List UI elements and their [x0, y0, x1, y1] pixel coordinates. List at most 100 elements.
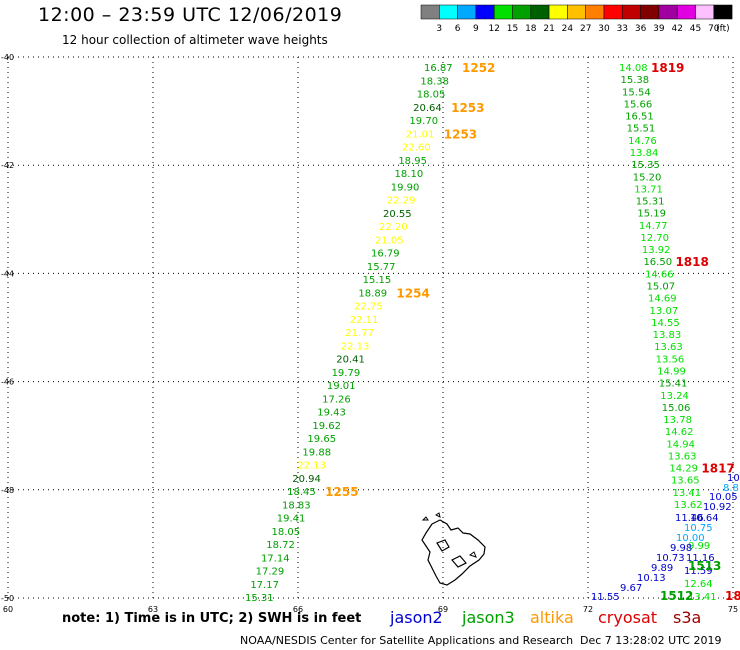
swh-label: 16.50: [643, 257, 672, 268]
swh-label: 16.79: [371, 249, 400, 260]
legend-label: 42: [671, 24, 682, 34]
swh-label: 17.17: [250, 580, 279, 591]
lon-tick-label: 72: [583, 605, 593, 614]
swh-label: 13.92: [642, 245, 671, 256]
time-label: 1512: [660, 589, 693, 603]
swh-label: 15.20: [633, 172, 662, 183]
swh-label: 12.64: [684, 579, 713, 590]
axis-ticks: 60 63 66 69 72 75 -40 -42 -44 -46 -48 -50: [1, 53, 738, 614]
swh-label: 10.73: [656, 553, 685, 564]
swh-label: 20.41: [336, 355, 365, 366]
footer-timestamp: Dec 7 13:28:02 UTC 2019: [580, 634, 722, 647]
legend-label: 12: [488, 24, 499, 34]
swh-label: 9.67: [620, 583, 642, 594]
swh-label: 15.07: [647, 282, 676, 293]
mission-altika: altika: [530, 608, 574, 627]
legend-label: 39: [653, 24, 665, 34]
swh-label: 14.69: [648, 294, 677, 305]
map-title: 12:00 – 23:59 UTC 12/06/2019: [38, 4, 343, 26]
swh-label: 13.83: [653, 330, 682, 341]
kerguelen-island-coastline: [421, 512, 486, 586]
swh-label: 14.94: [666, 439, 695, 450]
lon-tick-label: 69: [438, 605, 448, 614]
legend-label: 30: [598, 24, 610, 34]
track-left: 16.87 18.38 18.05 20.64 19.70 21.01 22.60 18.95…: [245, 61, 495, 604]
swh-label: 19.65: [307, 434, 336, 445]
swh-label: 13.62: [674, 500, 703, 511]
time-label: 1513: [688, 559, 721, 573]
swh-label: 15.41: [659, 379, 688, 390]
legend-swatch: [695, 4, 715, 20]
swh-label: 11.59: [684, 566, 713, 577]
swh-label: 18.38: [420, 76, 449, 87]
map-grid: [7, 56, 734, 599]
swh-label: 15.19: [637, 209, 666, 220]
time-label: 1817: [701, 462, 734, 476]
legend-label: 24: [562, 24, 574, 34]
lat-tick-label: -42: [1, 161, 14, 170]
swh-label: 19.41: [277, 514, 306, 525]
legend-swatch: [493, 4, 513, 20]
swh-label: 15.51: [627, 124, 656, 135]
legend-swatch: [640, 4, 660, 20]
swh-label: 13.41: [672, 488, 701, 499]
color-legend: 3 6 9 12 15 18 21 24 27 30 33 36 39 42 45 70(ft): [420, 4, 733, 34]
swh-label: 13.63: [668, 451, 697, 462]
swh-label: 15.54: [622, 87, 651, 98]
swh-label: 9.89: [651, 563, 673, 574]
time-label: 1254: [396, 286, 429, 300]
lon-tick-label: 60: [3, 605, 13, 614]
swh-label: 18.72: [266, 540, 295, 551]
swh-label: 14.77: [639, 221, 668, 232]
legend-swatch: [475, 4, 495, 20]
legend-label: 33: [617, 24, 628, 34]
swh-label: 15.77: [367, 262, 396, 273]
swh-label: 15.38: [621, 75, 650, 86]
swh-label: 22.13: [297, 461, 326, 472]
swh-label: 9.99: [688, 541, 710, 552]
swh-label: 13.63: [654, 342, 683, 353]
swh-label: 15.31: [636, 197, 665, 208]
legend-swatch: [713, 4, 733, 20]
swh-label: 18.45: [287, 487, 316, 498]
swh-label: 18.89: [358, 288, 387, 299]
swh-label: 19.62: [312, 421, 341, 432]
time-label: 1252: [462, 61, 495, 75]
legend-unit: (ft): [716, 24, 730, 34]
time-label: 1819: [651, 61, 684, 75]
lat-tick-label: -50: [1, 594, 14, 603]
swh-label: 21.01: [406, 129, 435, 140]
swh-label: 18.05: [272, 527, 301, 538]
swh-label: 13.71: [634, 184, 663, 195]
swh-label: 22.11: [350, 315, 379, 326]
swh-label: 19.90: [391, 182, 420, 193]
legend-swatch: [420, 4, 440, 20]
legend-label: 45: [690, 24, 701, 34]
swh-label: 14.29: [669, 464, 698, 475]
swh-label: 8.8: [723, 483, 739, 494]
lon-tick-label: 75: [728, 605, 738, 614]
swh-label: 22.20: [379, 222, 408, 233]
legend-label: 6: [455, 24, 461, 34]
legend-swatch: [457, 4, 477, 20]
swh-label: 17.14: [261, 553, 290, 564]
swh-label: 10.05: [709, 492, 738, 503]
legend-label: 3: [436, 24, 442, 34]
swh-label: 21.05: [375, 235, 404, 246]
swh-label: 13.78: [663, 415, 692, 426]
legend-label: 9: [473, 24, 479, 34]
lat-tick-label: -46: [1, 378, 14, 387]
legend-swatch: [676, 4, 696, 20]
legend-label: 21: [543, 24, 554, 34]
swh-label: 17.29: [256, 567, 285, 578]
swh-label: 22.29: [387, 196, 416, 207]
swh-label: 11.46: [675, 513, 704, 524]
legend-label: 27: [580, 24, 591, 34]
footer-note: note: 1) Time is in UTC; 2) SWH is in fe…: [62, 611, 362, 626]
swh-label: 13.24: [660, 391, 689, 402]
time-label: 1818: [675, 255, 708, 269]
legend-label: 18: [525, 24, 537, 34]
swh-label: 10: [727, 473, 740, 484]
